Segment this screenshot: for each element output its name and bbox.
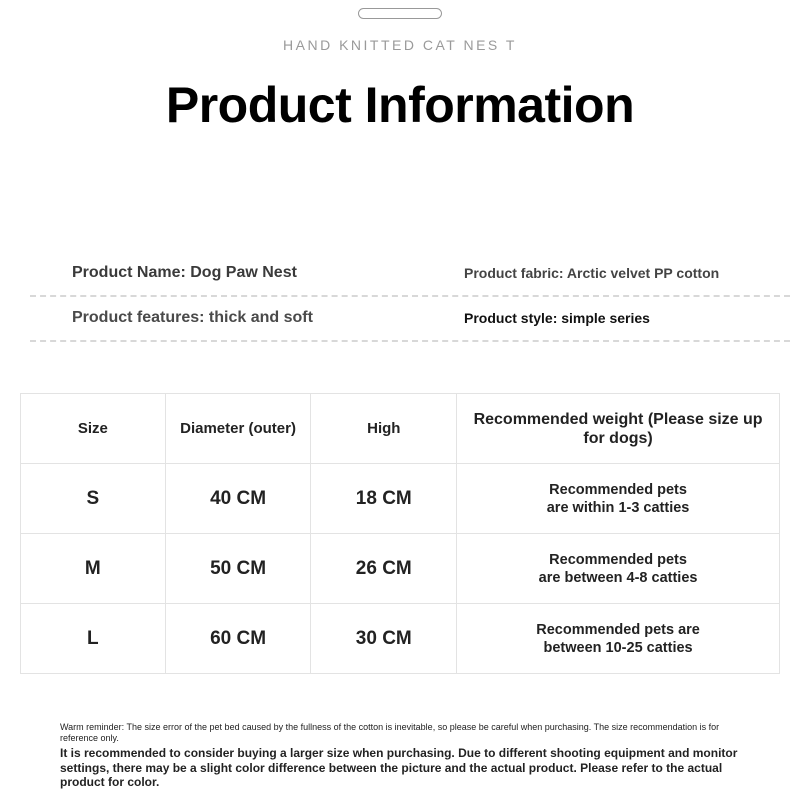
table-row: L 60 CM 30 CM Recommended pets are betwe…: [20, 603, 780, 674]
cell-high: 18 CM: [310, 463, 458, 534]
size-table: Size Diameter (outer) High Recommended w…: [20, 393, 780, 674]
header-high: High: [310, 393, 458, 464]
page-title: Product Information: [165, 77, 635, 133]
table-row: M 50 CM 26 CM Recommended pets are betwe…: [20, 533, 780, 604]
table-row: S 40 CM 18 CM Recommended pets are withi…: [20, 463, 780, 534]
product-name: Product Name: Dog Paw Nest: [72, 264, 297, 281]
cell-recommend: Recommended pets are between 10-25 catti…: [456, 603, 780, 674]
notes: Warm reminder: The size error of the pet…: [60, 722, 750, 790]
cell-recommend: Recommended pets are between 4-8 catties: [456, 533, 780, 604]
cell-high: 30 CM: [310, 603, 458, 674]
cell-diameter: 50 CM: [164, 533, 312, 604]
header-diameter: Diameter (outer): [164, 393, 312, 464]
cell-high: 26 CM: [310, 533, 458, 604]
table-header-row: Size Diameter (outer) High Recommended w…: [20, 393, 780, 464]
cell-size: M: [20, 533, 166, 604]
product-features: Product features: thick and soft: [72, 309, 313, 326]
decorative-pill-icon: [358, 8, 442, 19]
cell-diameter: 40 CM: [164, 463, 312, 534]
purchase-advice: It is recommended to consider buying a l…: [60, 746, 738, 789]
cell-diameter: 60 CM: [164, 603, 312, 674]
cell-size: L: [20, 603, 166, 674]
product-style: Product style: simple series: [464, 310, 650, 326]
divider: [30, 340, 790, 342]
subtitle: HAND KNITTED CAT NES T: [283, 37, 517, 53]
header-size: Size: [20, 393, 166, 464]
divider: [30, 295, 790, 297]
warm-reminder: Warm reminder: The size error of the pet…: [60, 722, 720, 743]
header-recommended-weight: Recommended weight (Please size up for d…: [456, 393, 780, 464]
product-fabric: Product fabric: Arctic velvet PP cotton: [464, 265, 720, 281]
cell-recommend: Recommended pets are within 1-3 catties: [456, 463, 780, 534]
cell-size: S: [20, 463, 166, 534]
